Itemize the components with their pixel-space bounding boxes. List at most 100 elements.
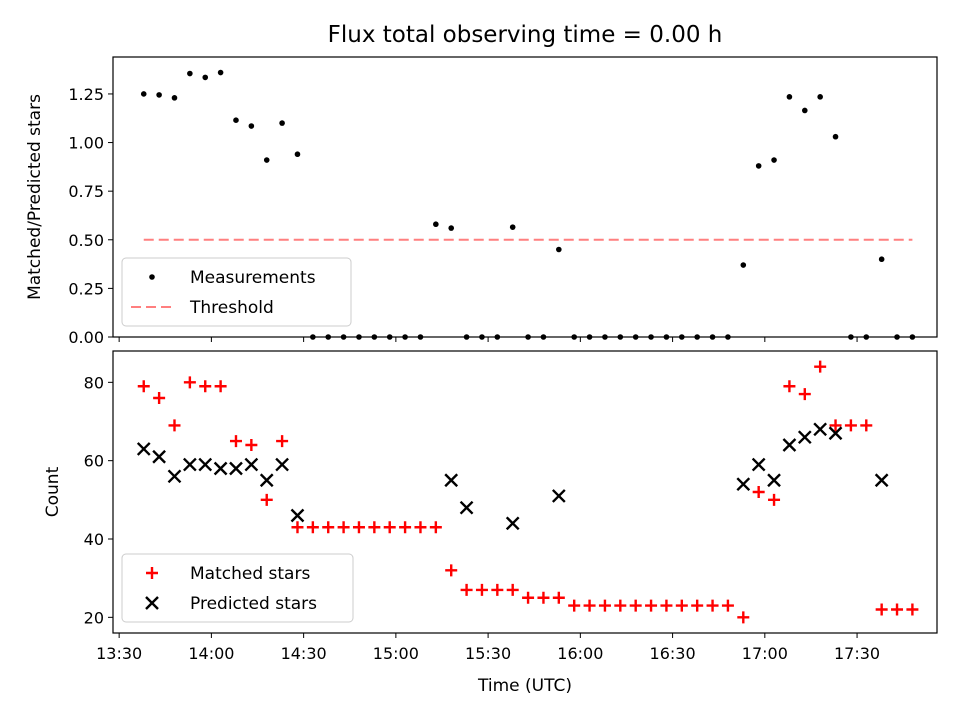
matched-stars-point [383,521,396,534]
matched-stars-point [276,435,289,448]
matched-stars-point [475,583,488,596]
matched-stars-series [137,360,919,624]
matched-stars-point [491,583,504,596]
matched-stars-point [199,380,212,393]
x-tick-label: 16:30 [650,644,696,663]
matched-stars-point [537,591,550,604]
legend-predicted-label: Predicted stars [190,594,317,614]
matched-stars-point [691,599,704,612]
matched-stars-point [706,599,719,612]
predicted-stars-point [751,457,766,472]
measurement-point [509,224,516,230]
x-tick-label: 14:00 [188,644,234,663]
matched-stars-point [860,419,873,432]
matched-stars-point [245,439,258,451]
measurement-point [556,246,562,253]
predicted-stars-point [551,489,566,503]
predicted-stars-point [505,516,520,531]
matched-stars-point [337,521,350,534]
predicted-stars-point [213,461,228,476]
legend-measurements-marker [149,274,155,280]
predicted-stars-point [244,457,259,472]
matched-stars-point [629,599,642,612]
predicted-stars-point [275,457,289,472]
measurement-point [187,70,193,77]
x-tick-label: 14:30 [281,644,327,663]
matched-stars-point [875,603,888,616]
x-tick-label: 15:00 [373,644,419,663]
bottom-x-ticks: 13:30 14:00 14:30 15:00 15:30 16:00 16:30 17:00… [96,633,880,663]
measurement-point [878,256,885,263]
predicted-stars-point [782,438,797,452]
predicted-stars-series [136,422,889,531]
legend-predicted-marker [145,596,159,610]
measurement-point [832,133,839,140]
predicted-stars-point [767,473,781,488]
matched-stars-point [614,599,627,612]
top-x-ticks [118,337,858,342]
matched-stars-point [675,599,688,612]
matched-stars-point [829,419,842,432]
measurement-point [233,117,239,123]
matched-stars-point [460,583,473,596]
x-tick-label: 17:30 [834,644,880,663]
predicted-stars-point [183,457,197,472]
matched-stars-point [891,603,904,616]
x-axis-label: Time (UTC) [477,676,572,696]
matched-stars-point [429,521,442,534]
matched-stars-point [368,521,381,534]
matched-stars-point [798,388,811,401]
matched-stars-point [183,376,196,389]
top-y-tick-label: 0.75 [68,182,104,201]
predicted-stars-point [444,473,459,488]
matched-stars-point [399,521,412,534]
x-tick-label: 13:30 [96,644,142,663]
measurement-point [263,157,270,163]
matched-stars-point [260,493,273,506]
measurement-point [801,107,808,114]
matched-stars-point [552,591,565,604]
top-panel: 0.00 0.25 0.50 0.75 1.00 1.25 Matched/Predict… [25,56,938,347]
predicted-stars-point [459,500,474,515]
top-y-tick-label: 1.25 [68,85,104,104]
predicted-stars-point [736,477,751,492]
predicted-stars-point [813,422,828,437]
matched-stars-point [783,380,796,393]
predicted-stars-point [152,449,166,464]
measurement-point [217,69,224,76]
matched-stars-point [168,419,181,432]
matched-stars-point [291,521,304,534]
matched-stars-point [660,599,673,612]
measurement-point [817,94,823,100]
bottom-y-ticks: 20 40 60 80 [84,373,113,627]
top-y-tick-label: 0.25 [68,279,104,298]
bottom-legend-box [121,553,354,623]
predicted-stars-point [229,461,243,476]
x-tick-label: 17:00 [742,644,788,663]
top-legend: Measurements Threshold [121,257,352,327]
top-y-axis-label: Matched/Predicted stars [25,94,45,300]
measurement-point [248,123,255,129]
top-axes-frame [112,56,938,338]
matched-stars-point [352,521,365,534]
predicted-stars-point [136,442,151,456]
matched-stars-point [229,435,242,448]
matched-stars-point [522,591,535,604]
measurement-point [156,92,162,98]
predicted-stars-point [874,473,889,488]
x-tick-label: 16:00 [557,644,603,663]
matched-stars-point [906,603,919,616]
legend-threshold-label: Threshold [189,298,274,318]
matched-stars-point [306,521,319,534]
matched-stars-point [414,521,427,534]
measurement-point [771,157,777,163]
measurement-point [294,151,301,158]
legend-matched-marker [146,567,158,579]
matched-stars-point [445,564,458,577]
matched-stars-point [737,611,750,624]
bottom-y-tick-label: 60 [84,452,104,471]
measurement-point [755,163,762,169]
measurement-point [279,120,285,126]
